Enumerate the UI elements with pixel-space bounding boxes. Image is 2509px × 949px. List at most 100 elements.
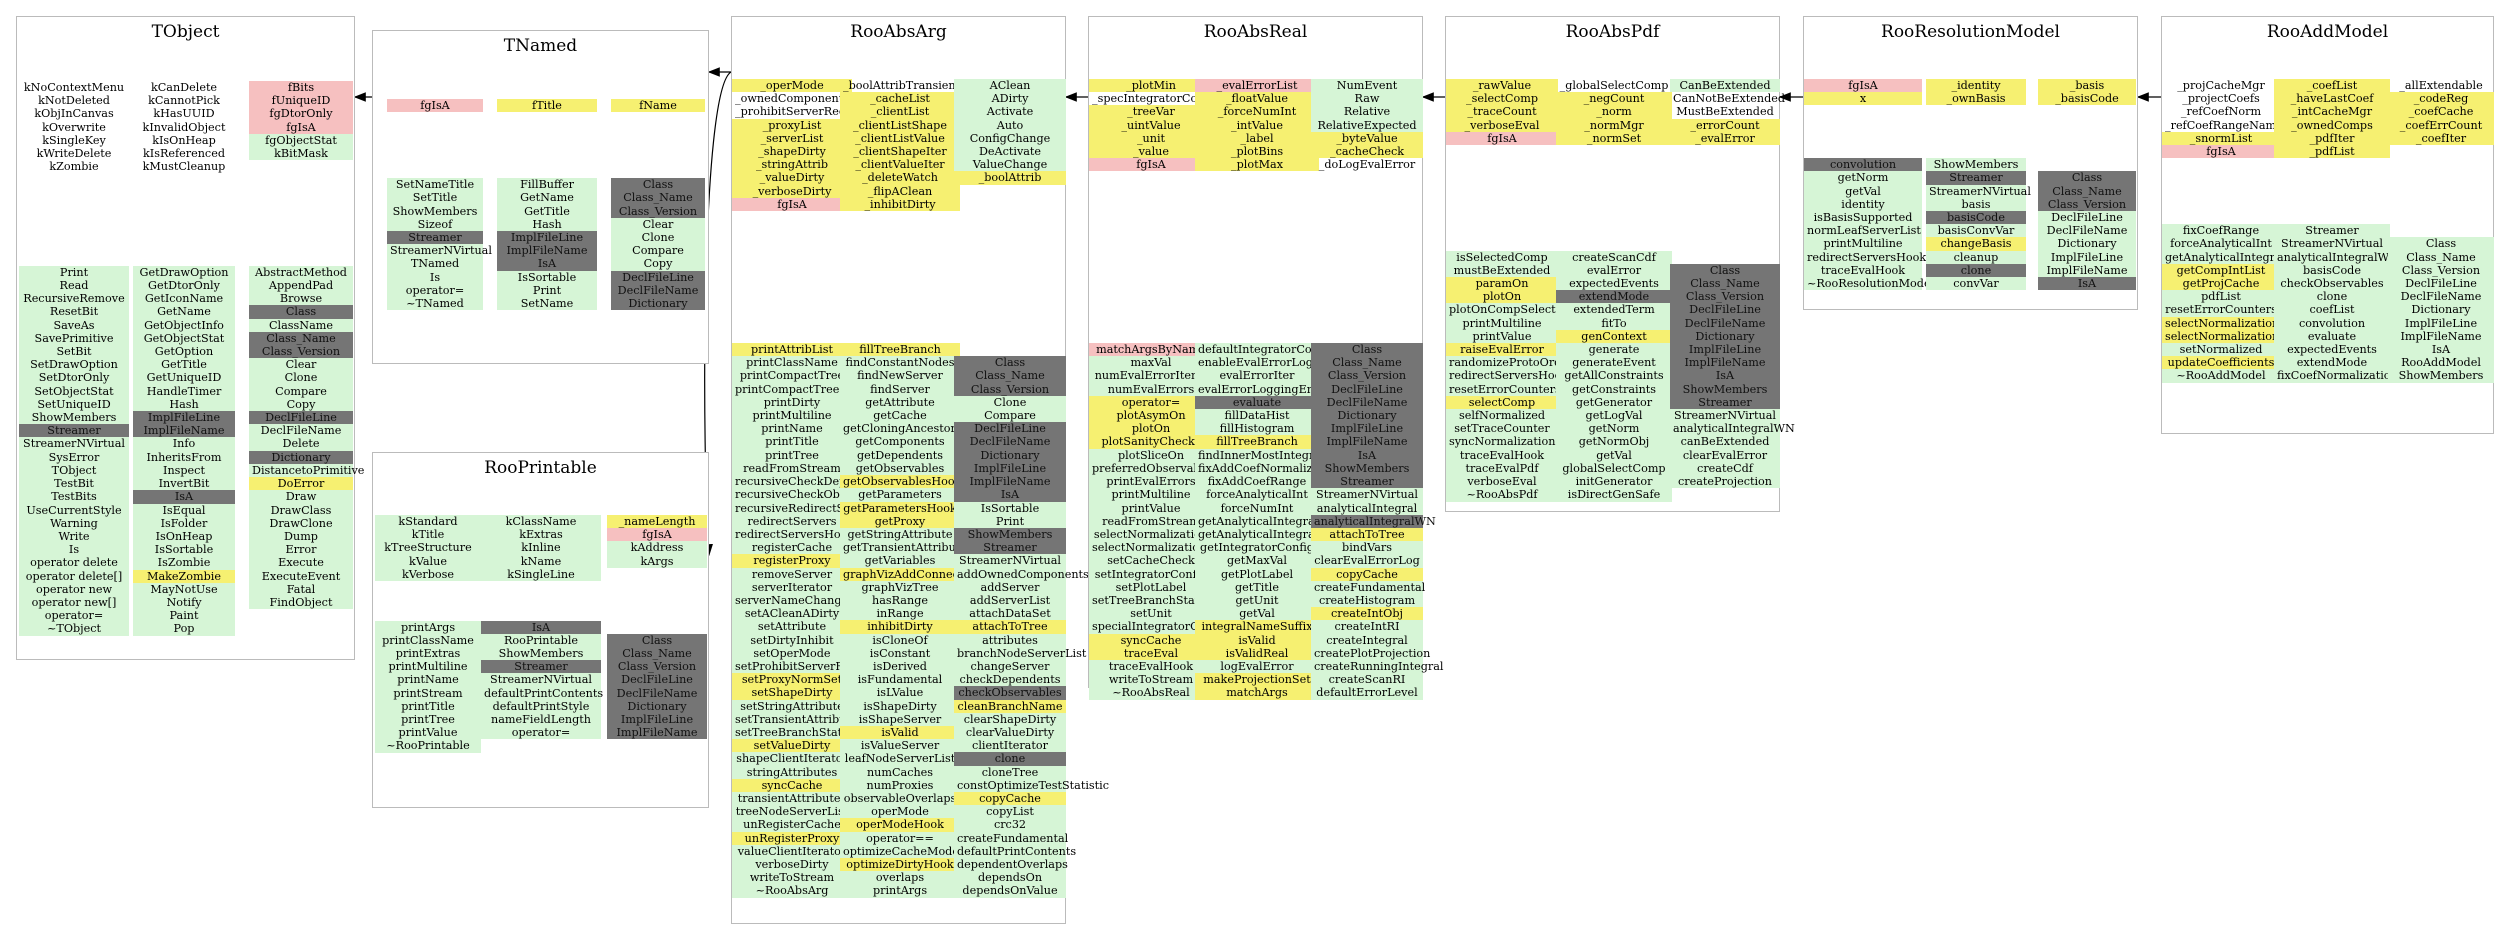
class-member [1195,185,1319,198]
class-member: fgDtorOnly [249,107,353,121]
class-member: fgIsA [249,120,353,134]
class-member: extendMode [2274,356,2390,370]
class-member: basisConvVar [1926,224,2026,238]
class-member: RecursiveRemove [19,292,129,306]
class-member: isSelectedComp [1446,250,1558,264]
class-member: Class_Name [611,191,705,205]
class-member [607,607,707,620]
class-member: getGenerator [1556,395,1672,410]
member-column: fTitle FillBuffer GetName GetTitle Hash Impl… [497,99,597,311]
class-member: getPlotLabel [1195,567,1319,581]
class-member [2038,119,2136,132]
class-member: redirectServers [732,514,852,528]
class-member: Auto [954,118,1066,132]
class-member: Relative [1311,105,1423,119]
class-member: addServer [954,580,1066,594]
class-member: ADirty [954,92,1066,106]
class-member: matchArgs [1195,686,1319,700]
class-member [2388,224,2494,237]
class-member: dependentOverlaps [954,857,1068,872]
class-member: crc32 [954,818,1066,832]
class-member: AppendPad [249,279,353,293]
class-member [249,253,353,266]
class-member: Class_Name [2388,250,2494,264]
class-member: kSingleKey [42,133,106,147]
class-member: _clientShapeIter [840,145,960,159]
class-member: ImplFileName [133,424,235,438]
class-member [1670,158,1780,171]
class-member: Class [611,178,705,192]
class-member: getProjCache [2162,277,2280,291]
class-member: addServerList [954,593,1066,608]
class-member: TNamed [387,257,483,271]
class-member: Class_Version [611,204,705,218]
class-member: DeclFileLine [1311,382,1423,396]
member-column: fgIsA x convolution getNorm getVal identity i… [1804,79,1934,291]
class-member [1556,158,1672,171]
class-member: printValue [1446,329,1558,344]
class-member: ImplFileLine [497,231,597,245]
class-title: RooAbsArg [850,22,947,42]
class-member: copyCache [954,791,1066,806]
class-member [1311,237,1423,250]
class-member: getAnalyticalIntegral [1195,514,1319,528]
class-member: setAttribute [732,620,852,634]
class-member: attachToTree [1311,527,1423,542]
member-column: _boolAttribTransient _cacheList _clientLis… [840,79,987,898]
class-member: writeToStream [1089,673,1213,687]
class-member: defaultPrintStyle [481,699,601,714]
class-member: evaluate [2274,329,2390,344]
class-member: expectedEvents [2274,343,2390,357]
class-member: x [1804,92,1922,106]
class-member: setProxyNormSet [732,673,852,687]
class-member: ~RooAbsPdf [1446,488,1558,502]
class-member [1926,119,2026,132]
class-member: SetName [497,297,597,311]
class-member: createRunningIntegral [1311,659,1444,674]
class-member: operator new[] [19,595,129,610]
class-member [611,152,705,165]
class-member: analyticalIntegralWN [1311,514,1436,528]
class-member: isLValue [840,686,960,700]
class-member: ~TObject [19,622,129,636]
class-member [249,239,353,252]
class-member: Class [954,356,1066,370]
class-member: _value [1089,145,1213,159]
class-member: DrawClass [249,503,353,517]
class-member [1446,158,1558,171]
class-member: Class_Version [1670,290,1780,304]
class-member: Execute [249,556,353,570]
class-member: checkDependents [954,673,1066,687]
class-member [481,607,601,620]
class-member: IsA [1670,369,1780,383]
class-member: printArgs [840,884,960,898]
class-member: fixCoefRange [2162,224,2280,238]
class-member: _specIntegratorConfig [1092,92,1220,106]
class-member [840,211,960,224]
class-member: getAttribute [840,395,960,410]
class-member: transientAttributes [732,791,852,806]
class-member [732,290,852,303]
class-member [611,165,705,178]
class-member: Browse [249,292,353,306]
class-member [840,303,960,316]
class-member: Print [497,283,597,298]
class-member: ShowMembers [481,647,601,661]
class-member [1804,145,1922,158]
class-member: GetOption [133,345,235,359]
class-member [1195,330,1319,343]
class-member: dependsOn [954,871,1066,885]
class-member: _boolAttribTransient [843,79,961,92]
class-member [19,187,129,200]
class-member [1556,171,1672,184]
class-member [249,226,353,239]
class-member: GetObjectInfo [133,318,235,332]
member-column: kNoContextMenu kNotDeleted kObjInCanvas kOv… [19,81,129,636]
class-member [732,211,852,224]
class-member: GetDrawOption [133,265,235,280]
class-member: printValue [375,726,481,740]
class-member: raiseEvalError [1446,343,1558,357]
class-member [133,253,235,266]
class-member: fgIsA [1446,131,1558,146]
class-member [1670,171,1780,184]
